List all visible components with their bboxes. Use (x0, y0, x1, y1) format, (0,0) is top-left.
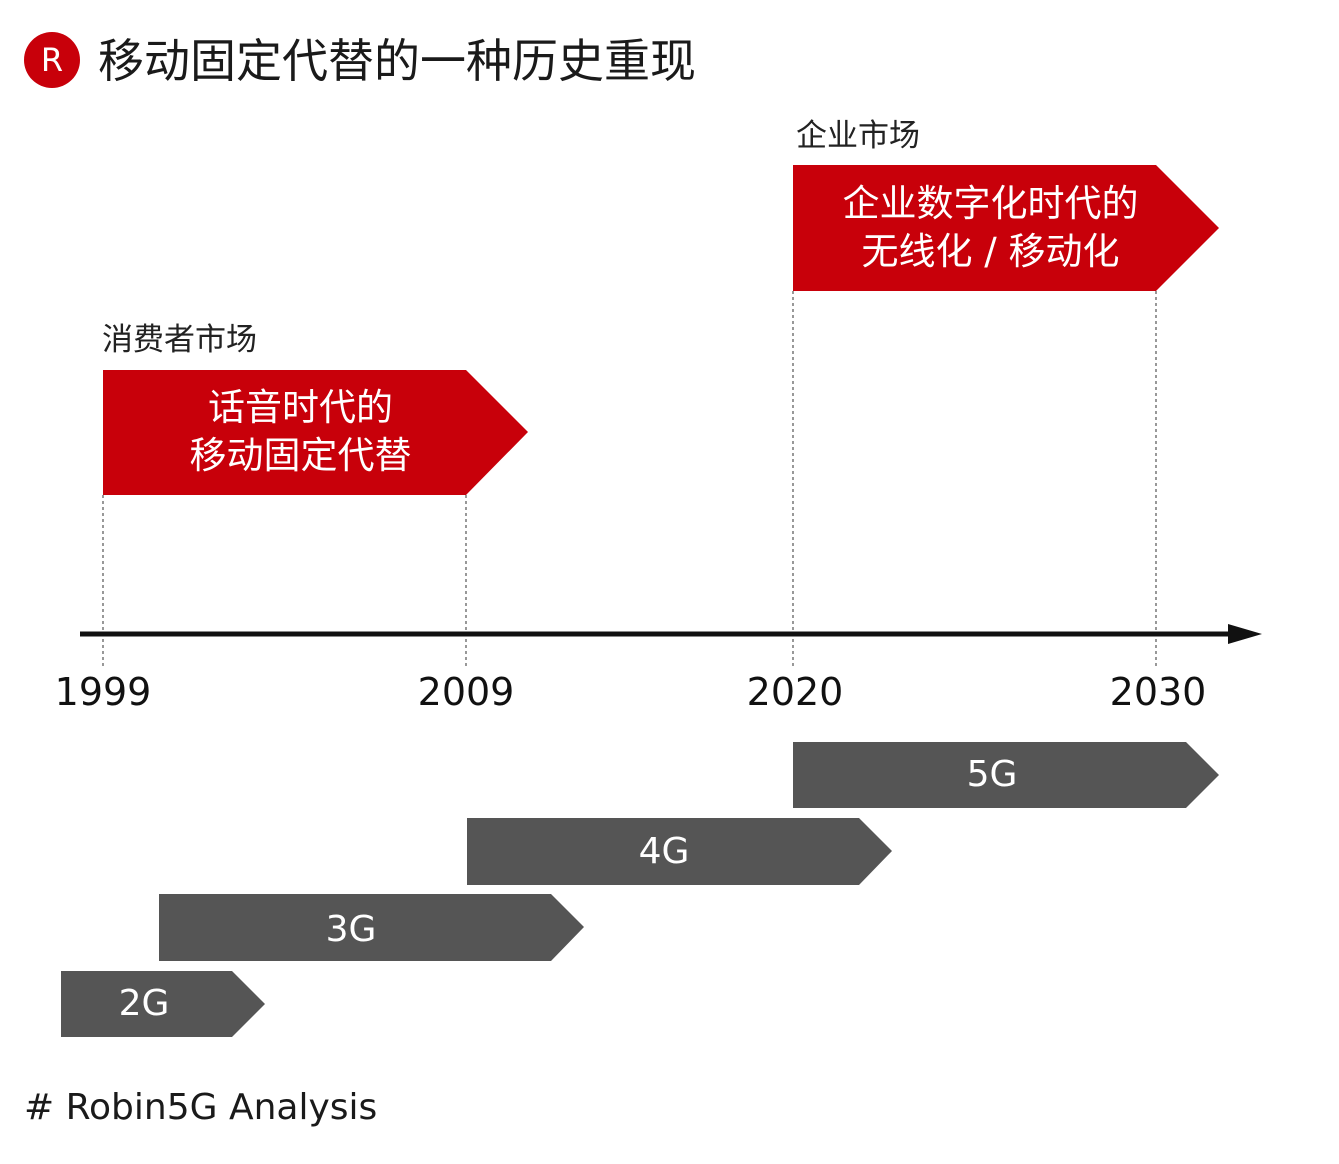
timeline-axis-arrowhead (1228, 624, 1262, 644)
source-footer: # Robin5G Analysis (24, 1087, 378, 1128)
year-label-1999: 1999 (54, 670, 152, 714)
gen-bar-3g (159, 894, 584, 961)
year-label-2030: 2030 (1109, 670, 1207, 714)
enterprise-arrow-line1: 企业数字化时代的 (842, 182, 1139, 225)
gen-bar-4g (467, 818, 892, 885)
page-title: 移动固定代替的一种历史重现 (98, 34, 696, 88)
enterprise-arrow-text: 企业数字化时代的 无线化 / 移动化 (793, 180, 1188, 276)
gen-label-4g: 4G (638, 831, 690, 872)
consumer-arrow-text: 话音时代的 移动固定代替 (103, 384, 498, 480)
consumer-arrow-line1: 话音时代的 (208, 386, 393, 429)
logo-letter: R (40, 41, 64, 79)
consumer-era-arrow (103, 370, 528, 495)
brand-logo: R (24, 32, 80, 88)
gen-bar-2g (61, 971, 265, 1037)
year-label-2020: 2020 (746, 670, 844, 714)
year-label-2009: 2009 (417, 670, 515, 714)
gen-label-2g: 2G (118, 983, 170, 1024)
gen-label-3g: 3G (325, 909, 377, 950)
consumer-arrow-line2: 移动固定代替 (189, 434, 412, 477)
gen-label-5g: 5G (966, 754, 1018, 795)
enterprise-era-arrow (793, 165, 1219, 291)
consumer-market-label: 消费者市场 (102, 322, 257, 358)
enterprise-market-label: 企业市场 (796, 118, 920, 154)
gen-bar-5g (793, 742, 1219, 808)
enterprise-arrow-line2: 无线化 / 移动化 (861, 230, 1120, 273)
